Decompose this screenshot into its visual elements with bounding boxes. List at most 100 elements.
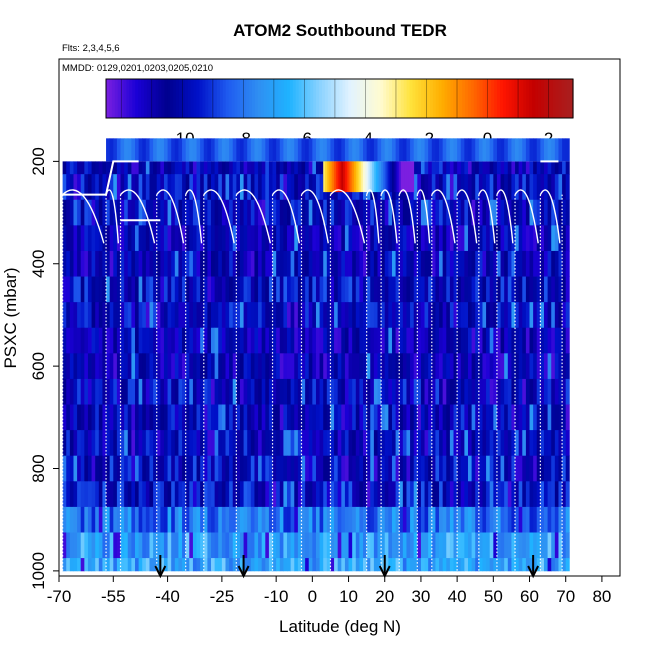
heatmap-cell <box>399 430 404 457</box>
heatmap-cell <box>334 302 339 329</box>
heatmap-cell <box>294 404 299 431</box>
heatmap-cell <box>294 276 299 303</box>
heatmap-cell <box>467 199 473 226</box>
heatmap-cell <box>337 327 342 354</box>
heatmap-cell <box>106 532 111 559</box>
heatmap-cell <box>435 327 440 354</box>
heatmap-cell <box>540 174 545 201</box>
heatmap-cell <box>127 378 132 405</box>
heatmap-cell <box>402 161 406 193</box>
heatmap-cell <box>395 455 400 482</box>
heatmap-cell <box>515 161 520 175</box>
heatmap-cell <box>529 506 534 533</box>
heatmap-cell <box>218 174 223 201</box>
heatmap-cell <box>536 481 541 508</box>
heatmap-cell <box>87 481 92 508</box>
heatmap-cell <box>106 558 111 572</box>
colorbar-segment <box>158 79 163 118</box>
heatmap-cell <box>182 430 187 457</box>
heatmap-cell <box>330 506 335 533</box>
heatmap-cell <box>268 161 273 175</box>
heatmap-cell <box>435 276 440 303</box>
heatmap-cell <box>377 138 382 162</box>
heatmap-cell <box>243 481 248 508</box>
heatmap-cell <box>250 138 255 162</box>
heatmap-cell <box>540 225 545 252</box>
heatmap-cell <box>478 250 483 277</box>
heatmap-cell <box>113 558 118 572</box>
colorbar-segment <box>514 79 519 118</box>
heatmap-cell <box>471 199 476 226</box>
heatmap-cell <box>294 327 299 354</box>
heatmap-cell <box>328 161 331 193</box>
heatmap-cell <box>355 506 360 533</box>
heatmap-cell <box>341 327 346 354</box>
heatmap-cell <box>98 250 103 277</box>
heatmap-cell <box>522 558 527 572</box>
heatmap-cell <box>207 558 212 572</box>
heatmap-cell <box>500 430 505 457</box>
heatmap-cell <box>276 506 281 533</box>
heatmap-cell <box>109 430 114 457</box>
heatmap-cell <box>236 250 241 277</box>
heatmap-cell <box>464 378 469 405</box>
heatmap-cell <box>337 506 342 533</box>
heatmap-cell <box>460 276 465 303</box>
heatmap-cell <box>294 558 299 572</box>
heatmap-cell <box>330 404 335 431</box>
heatmap-cell <box>395 302 400 329</box>
heatmap-cell <box>464 161 469 175</box>
heatmap-cell <box>294 532 299 559</box>
heatmap-cell <box>330 455 335 482</box>
heatmap-cell <box>446 327 451 354</box>
heatmap-cell <box>131 174 136 201</box>
heatmap-cell <box>239 481 244 508</box>
heatmap-cell <box>334 481 339 508</box>
heatmap-cell <box>185 174 190 201</box>
colorbar-segment <box>184 79 189 118</box>
heatmap-cell <box>337 378 342 405</box>
heatmap-cell <box>515 532 520 559</box>
heatmap-cell <box>174 276 179 303</box>
heatmap-cell <box>171 455 176 482</box>
heatmap-cell <box>402 199 407 226</box>
heatmap-cell <box>478 276 483 303</box>
heatmap-cell <box>265 302 270 329</box>
heatmap-cell <box>138 430 143 457</box>
heatmap-cell <box>533 378 538 405</box>
heatmap-cell <box>301 302 306 329</box>
heatmap-cell <box>424 250 429 277</box>
heatmap-cell <box>80 302 85 329</box>
heatmap-cell <box>87 353 92 380</box>
heatmap-cell <box>536 302 541 329</box>
heatmap-cell <box>344 225 349 252</box>
heatmap-cell <box>203 404 208 431</box>
heatmap-cell <box>460 506 465 533</box>
heatmap-cell <box>214 161 219 175</box>
heatmap-cell <box>98 532 103 559</box>
heatmap-cell <box>232 250 237 277</box>
heatmap-cell <box>250 161 255 175</box>
heatmap-cell <box>558 430 563 457</box>
heatmap-cell <box>424 138 429 162</box>
heatmap-cell <box>214 225 219 252</box>
heatmap-cell <box>551 174 556 201</box>
x-tick-label: 70 <box>556 587 575 606</box>
heatmap-cell <box>142 327 147 354</box>
heatmap-cell <box>243 506 248 533</box>
heatmap-cell <box>145 481 150 508</box>
heatmap-cell <box>391 353 396 380</box>
heatmap-cell <box>239 404 244 431</box>
heatmap-cell <box>453 250 458 277</box>
heatmap-cell <box>73 302 78 329</box>
heatmap-cell <box>305 506 310 533</box>
heatmap-cell <box>464 199 469 226</box>
heatmap-cell <box>77 225 82 252</box>
heatmap-cell <box>196 199 201 226</box>
heatmap-cell <box>113 430 118 457</box>
heatmap-cell <box>431 404 436 431</box>
heatmap-cell <box>120 532 125 559</box>
colorbar-segment <box>540 79 545 118</box>
heatmap-cell <box>221 250 226 277</box>
heatmap-cell <box>182 481 187 508</box>
